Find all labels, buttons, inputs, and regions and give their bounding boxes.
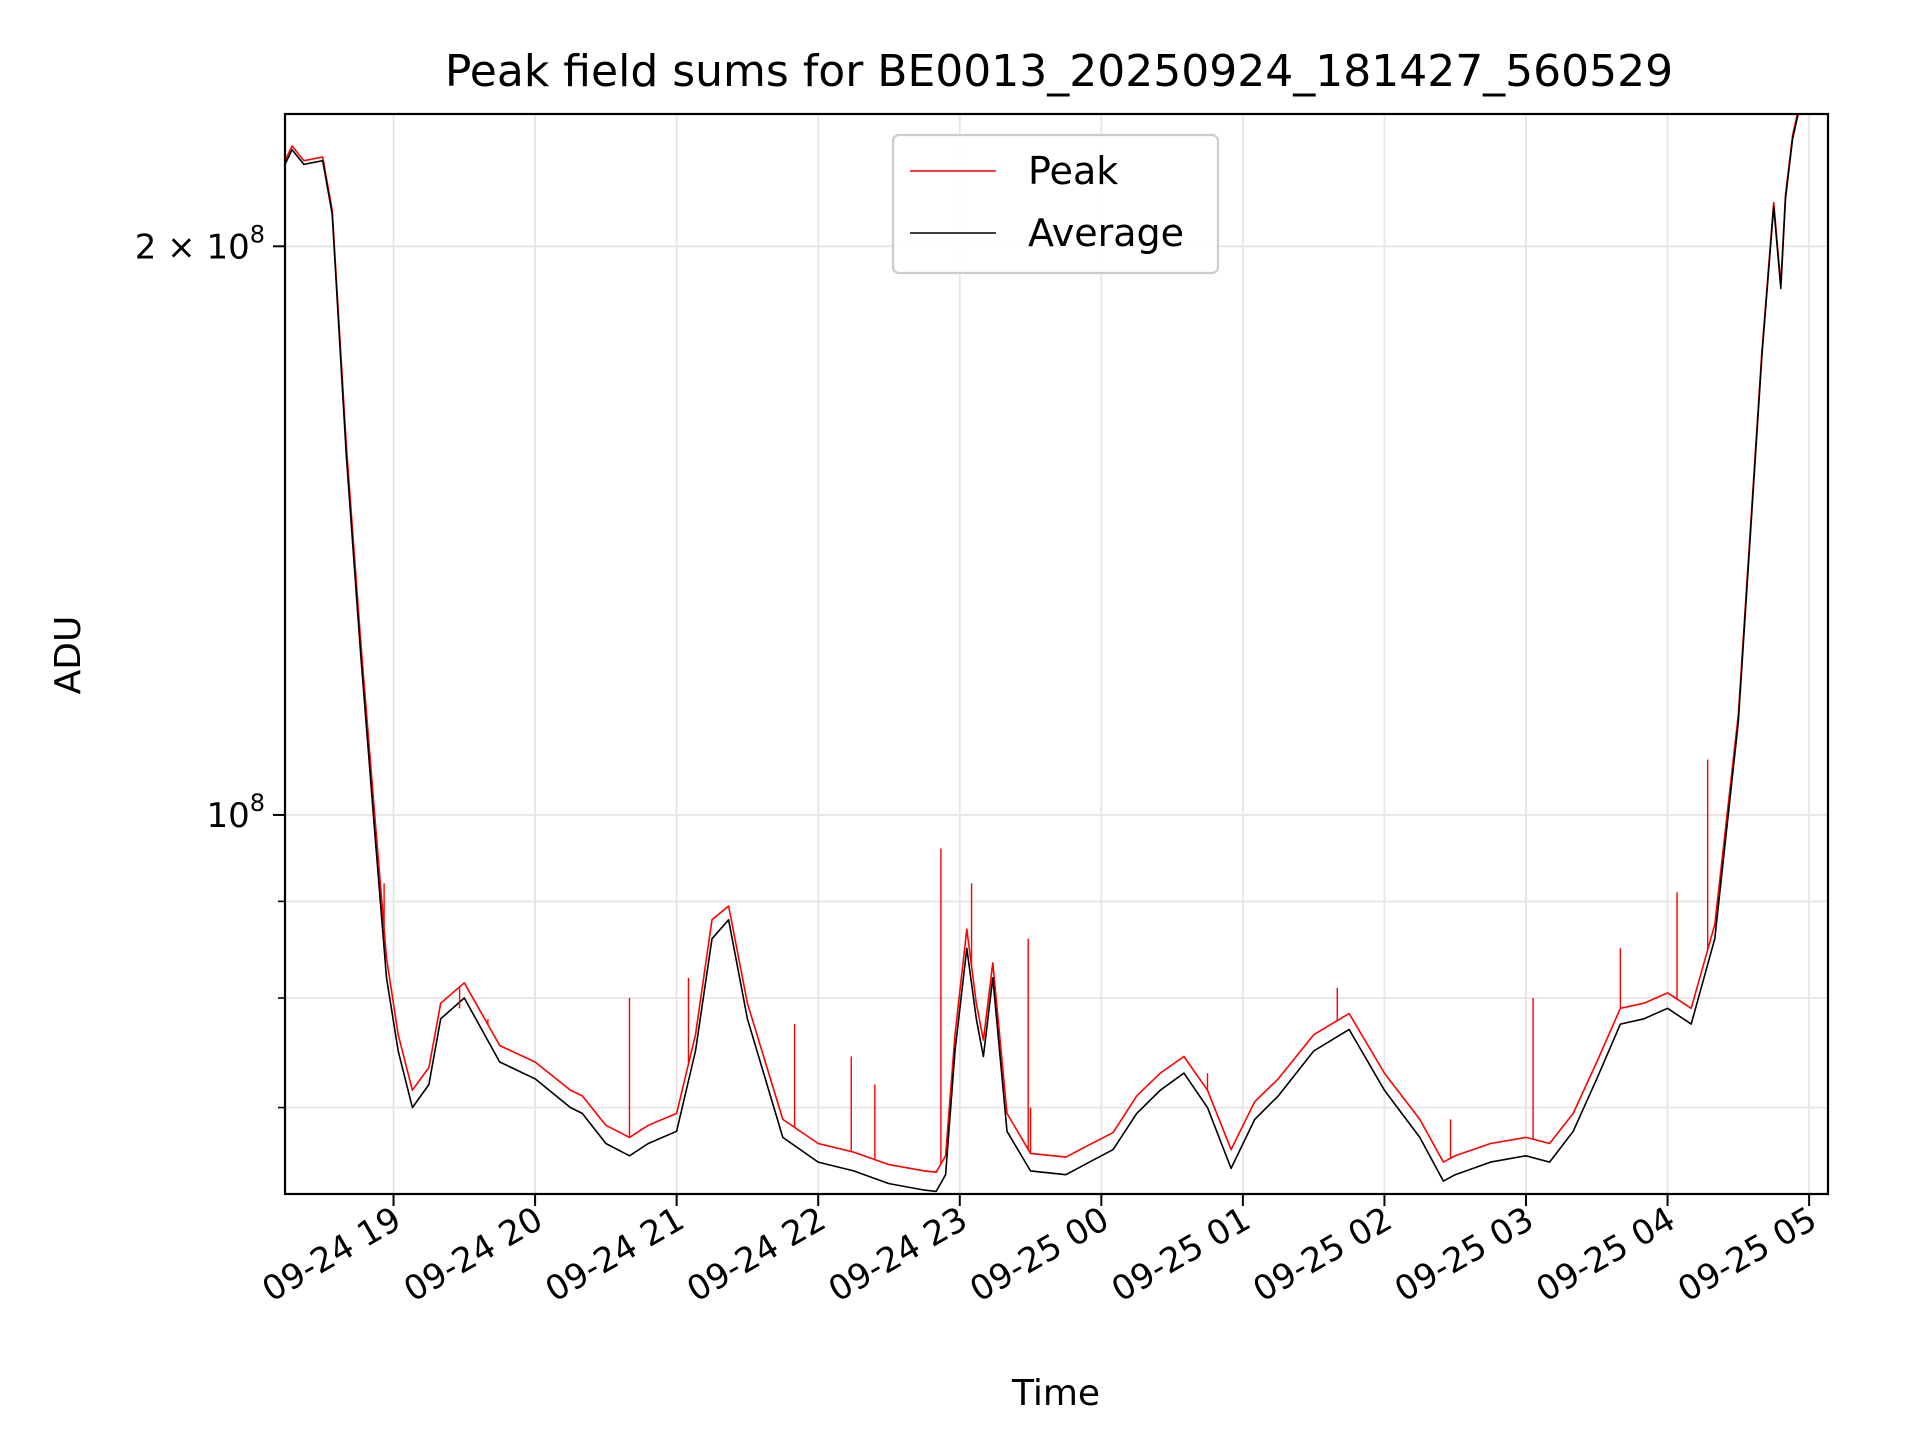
y-tick-label: 2 × 108 [135, 220, 265, 267]
series-average-line [285, 114, 1799, 1193]
series-layer [285, 114, 1799, 1193]
grid [285, 114, 1828, 1194]
legend-box [891, 133, 1220, 275]
y-axis-title: ADU [48, 616, 89, 695]
chart-title: Peak field sums for BE0013_20250924_1814… [445, 46, 1673, 97]
legend: Peak Average [891, 133, 1220, 275]
legend-label-average: Average [1028, 211, 1184, 255]
x-axis-title: Time [1011, 1373, 1100, 1414]
y-tick-label: 108 [206, 789, 265, 836]
legend-label-peak: Peak [1028, 149, 1118, 193]
series-peak-line [285, 114, 1799, 1173]
plot-frame [283, 112, 1830, 1196]
